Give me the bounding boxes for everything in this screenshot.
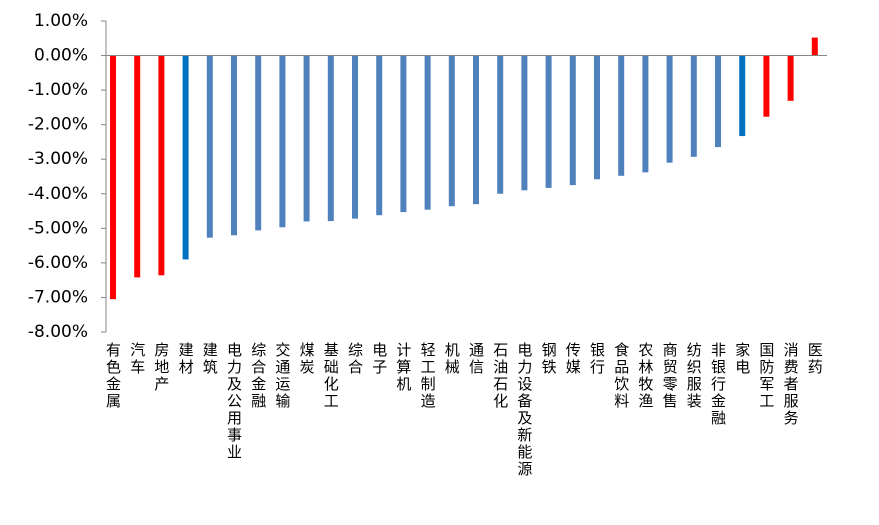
x-tick-label: 银行	[588, 342, 606, 376]
x-tick-label: 基础化工	[322, 342, 340, 410]
x-tick-label: 非银行金融	[709, 342, 727, 427]
bar	[594, 55, 600, 180]
x-tick-label: 综合金融	[249, 342, 267, 410]
x-tick-label: 食品饮料	[612, 342, 630, 410]
bar	[739, 55, 746, 137]
x-tick-label: 纺织服装	[685, 342, 703, 410]
bar	[448, 55, 455, 207]
bar	[327, 55, 334, 222]
bar	[231, 55, 237, 236]
y-tick-label: -5.00%	[28, 218, 88, 238]
bar	[618, 55, 625, 176]
bar	[206, 55, 213, 238]
x-tick-label: 传媒	[564, 342, 582, 376]
bar	[279, 55, 286, 228]
bar	[303, 55, 310, 222]
bar	[473, 55, 479, 205]
bar	[255, 55, 262, 231]
bar	[521, 55, 528, 191]
bar	[642, 55, 649, 173]
y-tick-label: -6.00%	[28, 253, 88, 273]
x-tick-label: 煤炭	[298, 342, 316, 376]
y-tick-label: -1.00%	[28, 80, 88, 100]
bar	[182, 55, 189, 260]
x-tick-label: 商贸零售	[661, 342, 679, 410]
x-tick-label: 交通运输	[273, 341, 291, 410]
bar	[787, 55, 794, 101]
bar	[569, 55, 576, 186]
x-tick-label: 消费者服务	[782, 342, 800, 427]
bar	[497, 55, 504, 194]
bar	[158, 55, 165, 276]
bar	[666, 55, 673, 163]
bar	[352, 55, 358, 219]
y-tick-label: 0.00%	[34, 46, 88, 66]
x-tick-label: 轻工制造	[419, 342, 437, 410]
x-tick-label: 钢铁	[540, 342, 558, 376]
y-tick-label: -3.00%	[28, 149, 88, 169]
x-tick-label: 房地产	[152, 342, 170, 393]
x-tick-label: 电力设备及新能源	[515, 342, 533, 478]
x-tick-label: 电子	[370, 342, 388, 376]
y-tick-label: -2.00%	[28, 115, 88, 135]
x-tick-label: 农林牧渔	[636, 342, 654, 410]
y-tick-label: -7.00%	[28, 287, 88, 307]
x-tick-label: 建筑	[201, 342, 219, 376]
x-tick-label: 电力及公用事业	[225, 342, 243, 461]
y-tick-label: 1.00%	[34, 11, 88, 31]
bar	[376, 55, 383, 216]
x-tick-label: 机械	[443, 342, 461, 376]
bar	[763, 55, 770, 117]
bar	[811, 37, 818, 56]
bar	[545, 55, 552, 188]
y-tick-label: -8.00%	[28, 322, 88, 342]
bar	[424, 55, 431, 210]
x-tick-label: 汽车	[128, 342, 146, 376]
x-tick-label: 石油石化	[491, 342, 509, 410]
x-tick-label: 有色金属	[104, 342, 122, 410]
x-tick-label: 医药	[806, 342, 824, 376]
bar	[690, 55, 697, 157]
bar	[715, 55, 721, 148]
x-tick-label: 家电	[733, 342, 751, 376]
x-tick-label: 国防军工	[757, 342, 775, 410]
x-tick-label: 建材	[177, 342, 195, 376]
bar	[134, 55, 141, 278]
bar	[400, 55, 407, 213]
bar	[110, 55, 116, 300]
y-tick-label: -4.00%	[28, 184, 88, 204]
x-tick-label: 综合	[346, 342, 364, 376]
x-tick-label: 通信	[467, 342, 485, 376]
x-tick-label: 计算机	[394, 342, 412, 393]
